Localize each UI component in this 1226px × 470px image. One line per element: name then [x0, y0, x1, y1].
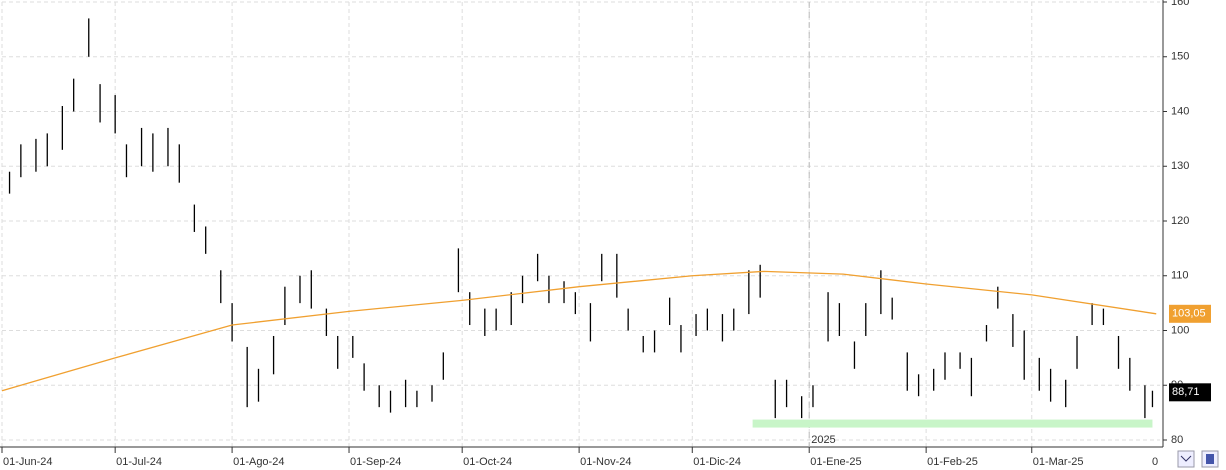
x-tick-label: 01-Oct-24: [463, 456, 512, 468]
x-tick-label: 01-Feb-25: [927, 456, 978, 468]
support-band: [752, 419, 1153, 428]
moving-average: [1, 270, 1157, 392]
x-tick-label: 01-Jul-24: [116, 456, 162, 468]
x-tick-label: 01-Jun-24: [3, 456, 53, 468]
x-tick-label: 01-Dic-24: [693, 456, 741, 468]
y-tick-label: 120: [1171, 215, 1189, 227]
icon: [1206, 454, 1214, 464]
x-tick-label: 01-Ene-25: [810, 456, 861, 468]
x-tick-label: 01-Mar-25: [1033, 456, 1084, 468]
icon: [1180, 455, 1192, 462]
scroll-button[interactable]: [1177, 450, 1195, 468]
value-box-label: 103,05: [1172, 308, 1206, 320]
value-box: [1169, 304, 1211, 323]
year-label: 2025: [811, 434, 835, 446]
y-tick-label: 150: [1171, 51, 1189, 63]
y-tick-label: 130: [1171, 160, 1189, 172]
x-tick-label: 01-Nov-24: [580, 456, 631, 468]
y-tick-label: 110: [1171, 270, 1189, 282]
value-box: [1169, 383, 1211, 402]
x-tick-label: 01-Ago-24: [233, 456, 284, 468]
y-tick-label: 100: [1171, 324, 1189, 336]
y-tick-label: 80: [1171, 434, 1183, 446]
x-tick-label: 01-Sep-24: [350, 456, 401, 468]
value-box-label: 88,71: [1172, 386, 1200, 398]
corner-label: 0: [1152, 456, 1158, 468]
y-tick-label: 160: [1171, 0, 1189, 8]
y-tick-label: 140: [1171, 105, 1189, 117]
